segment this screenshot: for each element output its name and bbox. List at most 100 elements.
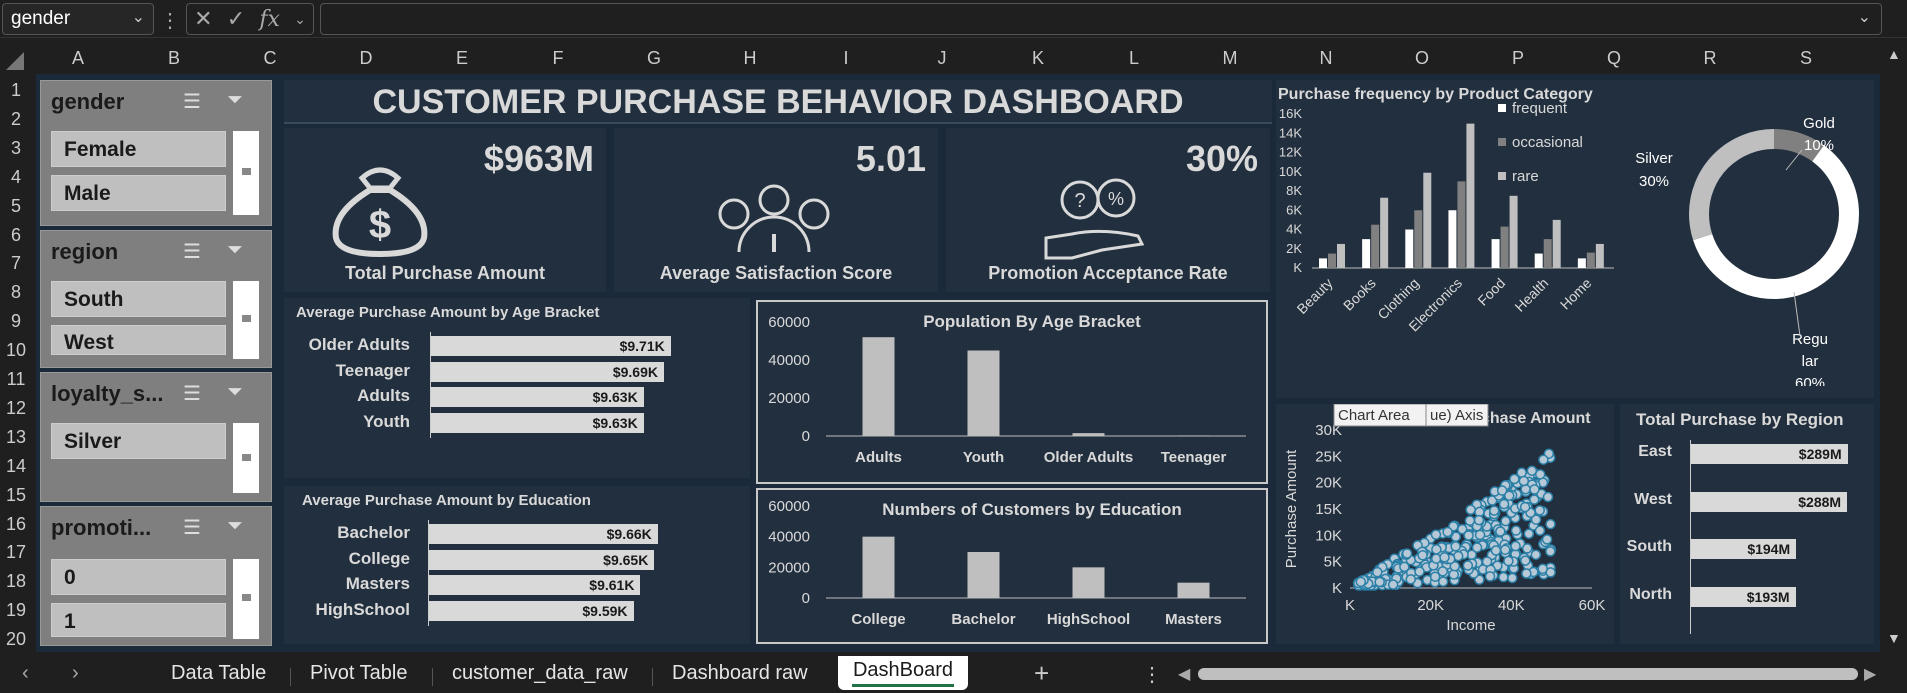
clear-filter-icon[interactable]: ⏷	[227, 515, 243, 537]
clear-filter-icon[interactable]: ⏷	[227, 381, 243, 403]
slicer-item[interactable]: Male	[51, 175, 226, 211]
chart-population-age[interactable]: Population By Age Bracket 60000 40000 2000…	[756, 300, 1268, 484]
expand-formula-icon[interactable]: ⌄	[1857, 9, 1871, 26]
tab-dashboard-active[interactable]: DashBoard	[838, 656, 968, 690]
next-sheet-icon[interactable]: ›	[72, 662, 79, 684]
chart-customers-education[interactable]: Numbers of Customers by Education 60000 4…	[756, 488, 1268, 644]
slicer-scrollbar[interactable]	[233, 423, 259, 493]
row-header[interactable]: 11	[6, 369, 26, 389]
column-header[interactable]: P	[1511, 48, 1524, 68]
multi-select-icon[interactable]: ☰	[183, 383, 201, 405]
slicer-loyalty-status[interactable]: loyalty_s... ☰ ⏷ Silver	[40, 372, 272, 502]
slicer-gender[interactable]: gender ☰ ⏷ Female Male	[40, 80, 272, 226]
select-all-icon[interactable]	[6, 52, 24, 70]
column-header[interactable]: B	[167, 48, 180, 68]
scatter-point	[1372, 566, 1383, 578]
freq-bar	[1491, 239, 1500, 268]
row-header[interactable]: 2	[10, 108, 21, 129]
row-header[interactable]: 18	[5, 571, 27, 592]
scroll-up-icon[interactable]: ▲	[1887, 46, 1901, 62]
kpi-satisfaction: 5.01 Average Satisfaction Score	[614, 128, 938, 292]
tab-data-table[interactable]: Data Table	[171, 662, 267, 684]
column-header[interactable]: M	[1222, 48, 1238, 68]
slicer-scrollbar[interactable]	[233, 131, 259, 215]
tab-dashboard-raw[interactable]: Dashboard raw	[672, 662, 808, 684]
slicer-scrollbar[interactable]	[233, 281, 259, 359]
chart-income-scatter[interactable]: Income VS Purchase Amount 30K25K20K15K10…	[1276, 404, 1614, 644]
row-header[interactable]: 10	[5, 340, 27, 361]
row-header[interactable]: 7	[10, 253, 21, 274]
tab-pivot-table[interactable]: Pivot Table	[310, 662, 408, 684]
row-header[interactable]: 5	[10, 195, 21, 216]
more-options-icon[interactable]: ⋮	[160, 10, 180, 32]
chart-frequency-category[interactable]: Purchase frequency by Product Category 1…	[1276, 80, 1874, 398]
column-header[interactable]: R	[1703, 48, 1717, 68]
row-header[interactable]: 14	[5, 455, 27, 476]
multi-select-icon[interactable]: ☰	[183, 91, 201, 113]
column-header[interactable]: I	[843, 48, 849, 68]
scatter-point	[1534, 505, 1545, 516]
chart-education-purchase[interactable]: Average Purchase Amount by Education Bac…	[284, 486, 750, 644]
slicer-region[interactable]: region ☰ ⏷ South West	[40, 230, 272, 368]
prev-sheet-icon[interactable]: ‹	[22, 662, 29, 684]
column-header[interactable]: G	[646, 48, 661, 68]
row-header[interactable]: 6	[10, 224, 21, 245]
add-sheet-icon[interactable]: +	[1034, 658, 1050, 688]
column-header[interactable]: S	[1799, 48, 1812, 68]
column-header[interactable]: O	[1414, 48, 1429, 68]
column-header[interactable]: N	[1319, 48, 1333, 68]
clear-filter-icon[interactable]: ⏷	[227, 89, 243, 111]
name-box[interactable]: gender ⌄	[2, 3, 154, 35]
row-header[interactable]: 12	[5, 397, 27, 418]
column-header[interactable]: H	[743, 48, 757, 68]
fx-icon[interactable]: fx	[259, 6, 280, 32]
formula-input[interactable]: ⌄	[320, 3, 1882, 35]
tab-customer-data-raw[interactable]: customer_data_raw	[452, 662, 628, 684]
column-header[interactable]: D	[359, 48, 373, 68]
multi-select-icon[interactable]: ☰	[183, 517, 201, 539]
y-tick-label: 10K	[1315, 527, 1342, 544]
more-sheets-icon[interactable]: ⋮	[1142, 664, 1162, 686]
row-header[interactable]: 4	[10, 166, 21, 187]
y-tick-label: 0	[802, 590, 810, 607]
column-header[interactable]: J	[937, 48, 947, 68]
clear-filter-icon[interactable]: ⏷	[227, 239, 243, 261]
row-header[interactable]: 19	[5, 600, 27, 621]
row-header[interactable]: 15	[5, 484, 27, 505]
chart-age-purchase[interactable]: Average Purchase Amount by Age Bracket O…	[284, 298, 750, 478]
multi-select-icon[interactable]: ☰	[183, 241, 201, 263]
slicer-promotion[interactable]: promoti... ☰ ⏷ 0 1	[40, 506, 272, 646]
scroll-down-icon[interactable]: ▼	[1887, 630, 1901, 646]
cancel-icon[interactable]: ✕	[194, 6, 213, 31]
row-header[interactable]: 16	[5, 513, 27, 534]
horizontal-scrollbar[interactable]	[1198, 668, 1858, 680]
slicer-item[interactable]: Silver	[51, 423, 226, 459]
row-header[interactable]: 17	[5, 542, 27, 563]
row-header[interactable]: 20	[5, 629, 27, 650]
slicer-item[interactable]: West	[51, 325, 226, 355]
chart-region-purchase[interactable]: Total Purchase by Region East $289M West $2…	[1620, 404, 1874, 644]
row-header[interactable]: 13	[5, 426, 27, 447]
row-header[interactable]: 9	[10, 311, 21, 332]
column-header[interactable]: Q	[1606, 48, 1621, 68]
row-header[interactable]: 8	[10, 282, 21, 303]
column-header[interactable]: F	[552, 48, 564, 68]
column-header[interactable]: C	[263, 48, 277, 68]
vertical-scrollbar[interactable]: ▲ ▼	[1880, 42, 1907, 652]
slicer-item[interactable]: 1	[51, 603, 226, 637]
slicer-item[interactable]: South	[51, 281, 226, 317]
column-header[interactable]: L	[1128, 48, 1139, 68]
column-header[interactable]: A	[71, 48, 84, 68]
chevron-down-icon[interactable]: ⌄	[294, 10, 306, 27]
slicer-item[interactable]: Female	[51, 131, 226, 167]
scroll-left-icon[interactable]: ◀	[1178, 666, 1191, 683]
column-header[interactable]: E	[455, 48, 468, 68]
column-header[interactable]: K	[1031, 48, 1044, 68]
scroll-right-icon[interactable]: ▶	[1864, 666, 1877, 683]
slicer-scrollbar[interactable]	[233, 559, 259, 639]
enter-icon[interactable]: ✓	[226, 6, 246, 31]
row-header[interactable]: 3	[10, 137, 21, 158]
row-header[interactable]: 1	[10, 80, 21, 100]
slicer-item[interactable]: 0	[51, 559, 226, 595]
chevron-down-icon[interactable]: ⌄	[131, 9, 145, 26]
